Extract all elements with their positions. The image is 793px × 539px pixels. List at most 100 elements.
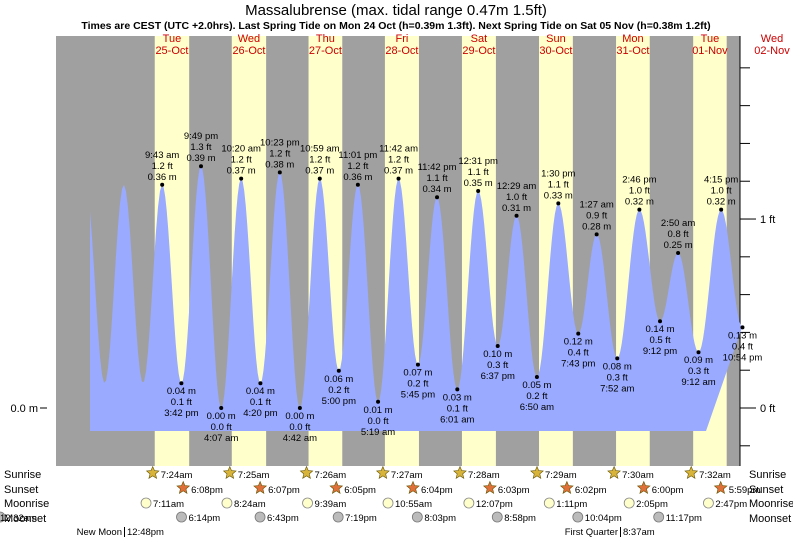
high-tide-feet: 1.2 ft (347, 161, 368, 172)
low-tide-time: 9:12 pm (643, 346, 677, 357)
high-tide-time: 4:15 pm (704, 175, 738, 186)
low-tide-time: 6:01 am (440, 414, 474, 425)
high-tide-feet: 1.0 ft (506, 192, 527, 203)
chart-title: Massalubrense (max. tidal range 0.47m 1.… (245, 2, 547, 19)
low-tide-time: 3:42 pm (164, 408, 198, 419)
day-name-label: Sat (471, 33, 488, 45)
sunset-time: 6:07pm (268, 485, 300, 496)
moonrise-time: 12:07pm (476, 499, 513, 510)
day-name-label: Thu (316, 33, 335, 45)
high-tide-point (594, 232, 599, 237)
moonset-icon (491, 511, 503, 523)
sunrise-time: 7:27am (391, 470, 423, 481)
low-tide-point (297, 406, 302, 410)
high-tide-feet: 1.2 ft (309, 155, 330, 166)
high-tide-point (355, 182, 360, 187)
moonset-icon (254, 511, 266, 523)
moon-phase-time: 12:48pm (127, 527, 164, 538)
high-tide-point (396, 176, 401, 181)
high-tide-point (239, 176, 244, 181)
low-tide-metres: 0.00 m (207, 411, 236, 422)
low-tide-feet: 0.4 ft (568, 348, 589, 359)
high-tide-point (317, 176, 322, 181)
low-tide-point (576, 331, 581, 336)
low-tide-metres: 0.10 m (483, 349, 512, 360)
sunrise-time: 7:26am (315, 470, 347, 481)
high-tide-point (198, 164, 203, 169)
high-tide-time: 10:20 am (221, 144, 261, 155)
low-tide-feet: 0.1 ft (250, 397, 271, 408)
low-tide-time: 7:52 am (600, 383, 634, 394)
low-tide-metres: 0.03 m (443, 392, 472, 403)
high-tide-metres: 0.37 m (227, 166, 256, 177)
moonrise-time: 1:11pm (556, 499, 587, 510)
low-tide-feet: 0.3 ft (607, 372, 628, 383)
high-tide-point (160, 182, 165, 187)
sunset-icon (559, 480, 574, 494)
sunset-row-label-right: Sunset (749, 484, 783, 496)
low-tide-metres: 0.04 m (167, 386, 196, 397)
high-tide-feet: 1.0 ft (711, 186, 732, 197)
low-tide-point (658, 319, 663, 324)
high-tide-feet: 1.1 ft (468, 167, 489, 178)
moonset-time: 8:03pm (424, 513, 456, 524)
moonrise-time: 8:24am (234, 499, 266, 510)
high-tide-feet: 1.2 ft (269, 148, 290, 159)
low-tide-time: 9:12 am (681, 377, 715, 388)
high-tide-feet: 1.2 ft (152, 161, 173, 172)
day-name-label: Sun (546, 33, 566, 45)
sunrise-icon (299, 465, 314, 479)
day-name-label: Mon (622, 33, 643, 45)
high-tide-point (476, 189, 481, 193)
sunrise-icon (684, 465, 699, 479)
moonset-time: 11:17pm (666, 513, 702, 524)
sunrise-time: 7:28am (468, 470, 500, 481)
low-tide-metres: 0.14 m (645, 324, 674, 335)
moonrise-time: 2:05pm (636, 499, 668, 510)
low-tide-point (740, 325, 745, 330)
moon-phase-label: First Quarter (565, 527, 618, 538)
sunset-icon (253, 480, 268, 494)
high-tide-metres: 0.33 m (544, 190, 573, 201)
low-tide-point (455, 387, 460, 392)
high-tide-point (435, 195, 440, 200)
low-tide-time: 6:37 pm (481, 371, 515, 382)
moonset-time: 12:32am (0, 513, 37, 524)
low-tide-time: 7:43 pm (561, 359, 595, 370)
sunrise-row-label-left: Sunrise (4, 469, 41, 481)
moonset-time: 8:58pm (504, 513, 536, 524)
sunrise-row-label-right: Sunrise (749, 469, 786, 481)
sunset-time: 6:08pm (191, 485, 223, 496)
high-tide-time: 1:27 am (579, 199, 613, 210)
low-tide-point (376, 399, 381, 404)
low-tide-metres: 0.04 m (246, 386, 275, 397)
day-date-label: 27-Oct (309, 45, 342, 57)
day-name-label: Tue (163, 33, 182, 45)
chart-subtitle: Times are CEST (UTC +2.0hrs). Last Sprin… (81, 20, 710, 32)
sunset-icon (482, 480, 497, 494)
sunrise-time: 7:25am (238, 470, 270, 481)
sunrise-time: 7:24am (161, 470, 193, 481)
day-labels: Tue25-OctWed26-OctThu27-OctFri28-OctSat2… (155, 33, 790, 57)
moonrise-time: 7:11am (153, 499, 184, 510)
high-tide-metres: 0.39 m (186, 153, 215, 164)
moonset-icon (572, 511, 584, 523)
high-tide-feet: 1.2 ft (388, 155, 409, 166)
high-tide-time: 10:23 pm (260, 137, 300, 148)
high-tide-feet: 1.2 ft (231, 155, 252, 166)
high-tide-point (277, 170, 282, 175)
day-name-label: Fri (396, 33, 409, 45)
sunrise-time: 7:32am (699, 470, 731, 481)
moonrise-row-label-left: Moonrise (4, 498, 49, 510)
low-tide-time: 5:00 pm (322, 396, 356, 407)
day-name-label: Wed (238, 33, 260, 45)
low-tide-point (179, 381, 184, 386)
day-date-label: 28-Oct (385, 45, 418, 57)
day-name-label: Tue (701, 33, 720, 45)
sunrise-time: 7:29am (545, 470, 577, 481)
low-tide-point (534, 375, 539, 379)
sunrise-time: 7:30am (622, 470, 654, 481)
sunset-icon (636, 480, 651, 494)
high-tide-time: 11:42 pm (418, 162, 457, 173)
high-tide-time: 1:30 pm (541, 168, 575, 179)
